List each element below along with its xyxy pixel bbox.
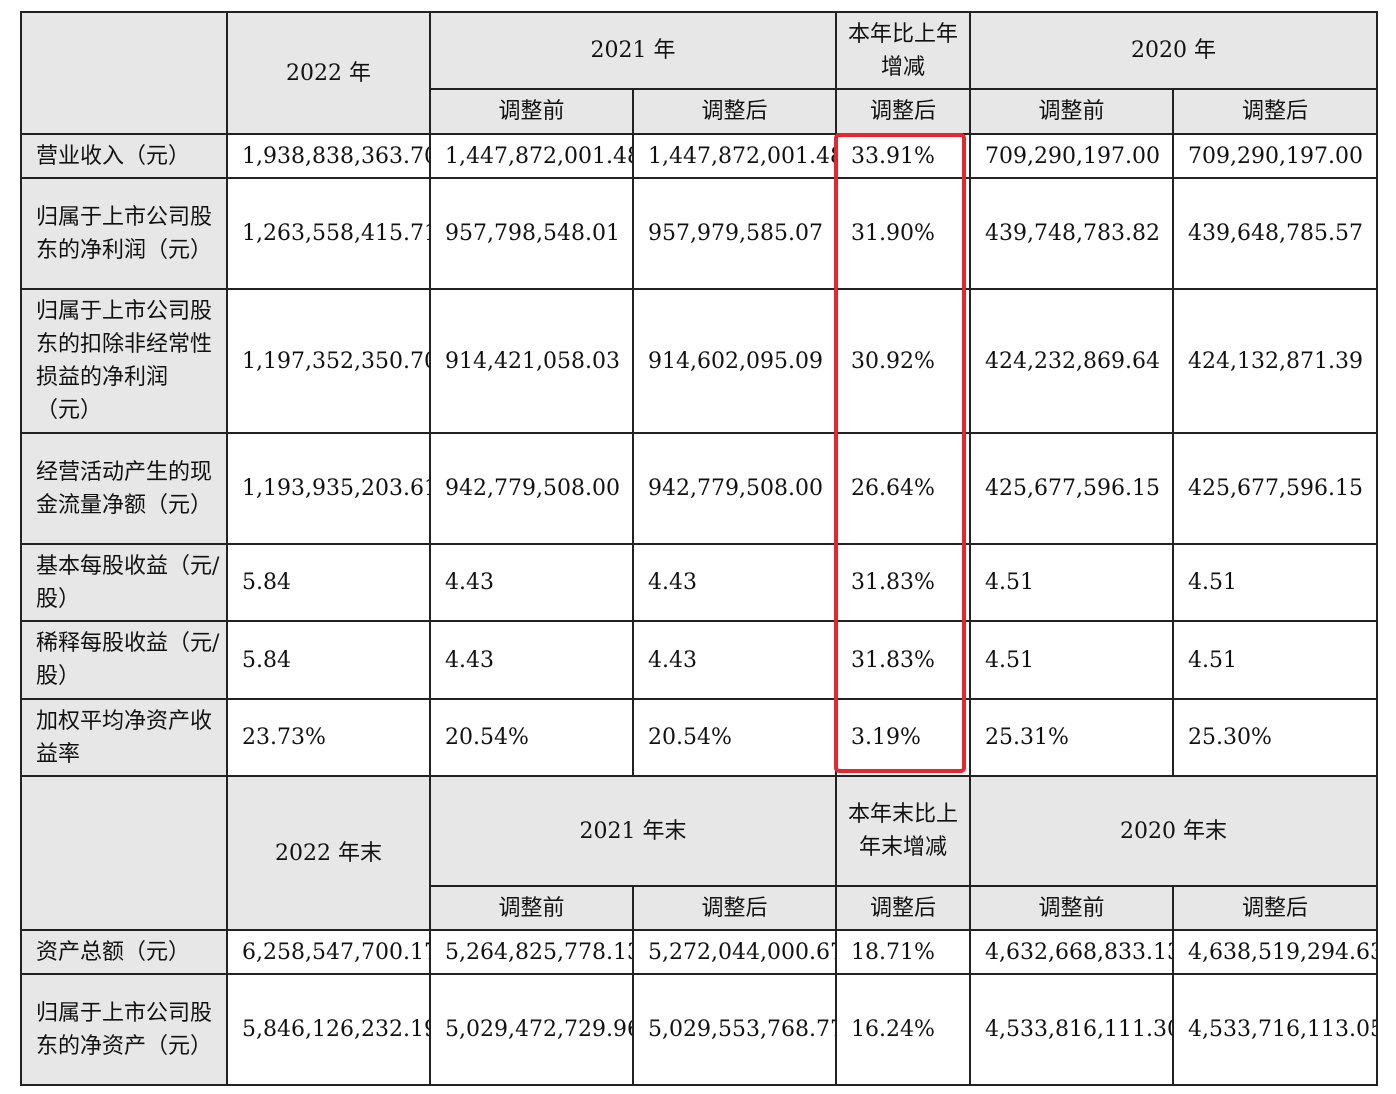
change-cell: 33.91%	[835, 133, 972, 179]
cell: 1,938,838,363.70	[226, 133, 431, 179]
change-cell: 31.90%	[835, 177, 972, 290]
table-row: 归属于上市公司股东的净资产（元） 5,846,126,232.19 5,029,…	[20, 973, 1379, 1086]
cell: 4.43	[429, 543, 634, 622]
table-row: 资产总额（元） 6,258,547,700.17 5,264,825,778.1…	[20, 929, 1379, 975]
cell: 5,272,044,000.67	[631, 929, 838, 975]
header-corner-cell	[20, 775, 228, 931]
header-year-2020: 2020 年	[969, 11, 1379, 90]
change-cell: 18.71%	[835, 929, 972, 975]
cell: 1,263,558,415.71	[226, 177, 431, 290]
change-cell: 16.24%	[835, 973, 972, 1086]
change-cell: 3.19%	[835, 698, 972, 777]
cell: 942,779,508.00	[631, 432, 838, 545]
cell: 4.51	[969, 543, 1175, 622]
table-row: 归属于上市公司股东的扣除非经常性损益的净利润（元） 1,197,352,350.…	[20, 288, 1379, 434]
header-2020-before: 调整前	[969, 88, 1175, 135]
header-year-2022: 2022 年	[226, 11, 431, 135]
cell: 439,748,783.82	[969, 177, 1175, 290]
cell: 20.54%	[429, 698, 634, 777]
header-year-end-change: 本年末比上年末增减	[835, 775, 972, 887]
cell: 4,632,668,833.13	[969, 929, 1175, 975]
table-row: 归属于上市公司股东的净利润（元） 1,263,558,415.71 957,79…	[20, 177, 1379, 290]
header-year-end-2020: 2020 年末	[969, 775, 1379, 887]
cell: 4.43	[631, 543, 838, 622]
cell: 425,677,596.15	[1172, 432, 1379, 545]
cell: 957,798,548.01	[429, 177, 634, 290]
cell: 20.54%	[631, 698, 838, 777]
header-2021-after: 调整后	[631, 885, 838, 931]
row-label-revenue: 营业收入（元）	[20, 133, 228, 179]
row-label-total-assets: 资产总额（元）	[20, 929, 228, 975]
cell: 914,602,095.09	[631, 288, 838, 434]
cell: 1,447,872,001.48	[429, 133, 634, 179]
cell: 25.31%	[969, 698, 1175, 777]
row-label-diluted-eps: 稀释每股收益（元/股）	[20, 620, 228, 700]
cell: 942,779,508.00	[429, 432, 634, 545]
header-change-after: 调整后	[835, 885, 972, 931]
cell: 4.51	[1172, 543, 1379, 622]
row-label-operating-cash-flow: 经营活动产生的现金流量净额（元）	[20, 432, 228, 545]
row-label-net-assets: 归属于上市公司股东的净资产（元）	[20, 973, 228, 1086]
row-label-net-profit-deducted: 归属于上市公司股东的扣除非经常性损益的净利润（元）	[20, 288, 228, 434]
header-year-2021: 2021 年	[428, 11, 838, 90]
cell: 25.30%	[1172, 698, 1379, 777]
cell: 5,029,553,768.77	[631, 973, 838, 1086]
table-row: 基本每股收益（元/股） 5.84 4.43 4.43 31.83% 4.51 4…	[20, 543, 1379, 622]
cell: 5.84	[226, 620, 431, 700]
header-2021-before: 调整前	[429, 88, 634, 135]
cell: 4.51	[969, 620, 1175, 700]
cell: 5,264,825,778.13	[429, 929, 634, 975]
change-cell: 31.83%	[835, 543, 972, 622]
header-change: 本年比上年增减	[835, 11, 972, 90]
cell: 439,648,785.57	[1172, 177, 1379, 290]
table-row: 经营活动产生的现金流量净额（元） 1,193,935,203.61 942,77…	[20, 432, 1379, 545]
cell: 4.43	[631, 620, 838, 700]
cell: 914,421,058.03	[429, 288, 634, 434]
cell: 709,290,197.00	[1172, 133, 1379, 179]
cell: 1,447,872,001.48	[631, 133, 838, 179]
cell: 4,533,816,111.30	[969, 973, 1175, 1086]
row-label-roe: 加权平均净资产收益率	[20, 698, 228, 777]
header-2020-after: 调整后	[1172, 885, 1379, 931]
cell: 23.73%	[226, 698, 431, 777]
header-2021-after: 调整后	[631, 88, 838, 135]
header-2021-before: 调整前	[429, 885, 634, 931]
table-row: 稀释每股收益（元/股） 5.84 4.43 4.43 31.83% 4.51 4…	[20, 620, 1379, 700]
financial-summary-table: 2022 年 2021 年 本年比上年增减 2020 年 调整前 调整后 调整后…	[20, 11, 1379, 1086]
cell: 5,846,126,232.19	[226, 973, 431, 1086]
row-label-net-profit: 归属于上市公司股东的净利润（元）	[20, 177, 228, 290]
header-2020-after: 调整后	[1172, 88, 1379, 135]
change-cell: 31.83%	[835, 620, 972, 700]
cell: 709,290,197.00	[969, 133, 1175, 179]
header-change-after: 调整后	[835, 88, 972, 135]
table-row: 加权平均净资产收益率 23.73% 20.54% 20.54% 3.19% 25…	[20, 698, 1379, 777]
header-year-end-2021: 2021 年末	[428, 775, 838, 887]
cell: 424,132,871.39	[1172, 288, 1379, 434]
cell: 5,029,472,729.96	[429, 973, 634, 1086]
header-year-end-2022: 2022 年末	[226, 775, 431, 931]
cell: 4,638,519,294.63	[1172, 929, 1379, 975]
cell: 1,197,352,350.70	[226, 288, 431, 434]
cell: 957,979,585.07	[631, 177, 838, 290]
table-row: 营业收入（元） 1,938,838,363.70 1,447,872,001.4…	[20, 133, 1379, 179]
change-cell: 30.92%	[835, 288, 972, 434]
row-label-basic-eps: 基本每股收益（元/股）	[20, 543, 228, 622]
header-corner-cell	[20, 11, 228, 135]
cell: 6,258,547,700.17	[226, 929, 431, 975]
cell: 5.84	[226, 543, 431, 622]
cell: 4.43	[429, 620, 634, 700]
cell: 4,533,716,113.05	[1172, 973, 1379, 1086]
cell: 1,193,935,203.61	[226, 432, 431, 545]
header-2020-before: 调整前	[969, 885, 1175, 931]
cell: 425,677,596.15	[969, 432, 1175, 545]
cell: 424,232,869.64	[969, 288, 1175, 434]
cell: 4.51	[1172, 620, 1379, 700]
change-cell: 26.64%	[835, 432, 972, 545]
